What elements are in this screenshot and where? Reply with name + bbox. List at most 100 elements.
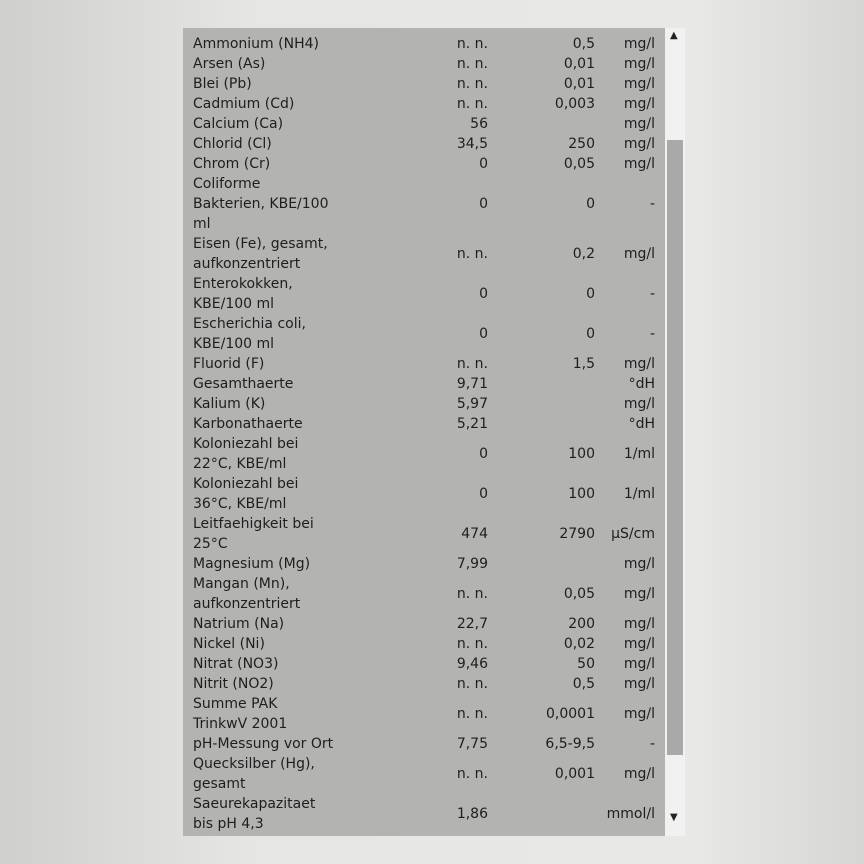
- unit: mg/l: [623, 356, 655, 372]
- unit: mg/l: [623, 706, 655, 722]
- table-row: Saeurekapazitaet bis pH 4,3 1,86 mmol/l: [183, 794, 665, 834]
- parameter: Cadmium (Cd): [193, 96, 295, 112]
- parameter: Karbonathaerte: [193, 416, 303, 432]
- unit: °dH: [628, 376, 655, 392]
- limit-value: 100: [568, 486, 595, 502]
- limit-value: 1,5: [572, 356, 595, 372]
- measured-value: n. n.: [456, 56, 488, 72]
- parameter: Enterokokken, KBE/100 ml: [193, 276, 293, 312]
- table-row: Escherichia coli, KBE/100 ml 0 0 -: [183, 314, 665, 354]
- scroll-down[interactable]: ▼: [670, 812, 678, 823]
- parameter: Calcium (Ca): [193, 116, 284, 132]
- parameter: Eisen (Fe), gesamt, aufkonzentriert: [193, 236, 328, 272]
- unit: mg/l: [623, 56, 655, 72]
- parameter: Mangan (Mn), aufkonzentriert: [193, 576, 301, 612]
- limit-value: 6,5-9,5: [545, 736, 595, 752]
- table-row: Cadmium (Cd) n. n. 0,003 mg/l: [183, 94, 665, 114]
- unit: -: [649, 196, 655, 212]
- unit: -: [649, 286, 655, 302]
- table-row: Karbonathaerte 5,21 °dH: [183, 414, 665, 434]
- unit: -: [649, 736, 655, 752]
- measured-value: n. n.: [456, 676, 488, 692]
- unit: mg/l: [623, 76, 655, 92]
- header-cell: Messwert: [443, 28, 519, 34]
- parameter: Arsen (As): [193, 56, 266, 72]
- measured-value: n. n.: [456, 586, 488, 602]
- table-row: Kalium (K) 5,97 mg/l: [183, 394, 665, 414]
- table-panel: ParameterMesswertGrenzwertEinheitAmmoniu…: [183, 28, 665, 836]
- parameter: Blei (Pb): [193, 76, 252, 92]
- table-row: Arsen (As) n. n. 0,01 mg/l: [183, 54, 665, 74]
- table-row: Enterokokken, KBE/100 ml 0 0 -: [183, 274, 665, 314]
- table-row: Blei (Pb) n. n. 0,01 mg/l: [183, 74, 665, 94]
- unit: mmol/l: [606, 806, 655, 822]
- limit-value: 100: [568, 446, 595, 462]
- parameter: Nitrat (NO3): [193, 656, 279, 672]
- parameter: Coliforme Bakterien, KBE/100 ml: [193, 176, 329, 232]
- unit: 1/ml: [623, 446, 655, 462]
- limit-value: 50: [577, 656, 595, 672]
- unit: µS/cm: [611, 526, 655, 542]
- table-row: Magnesium (Mg) 7,99 mg/l: [183, 554, 665, 574]
- measured-value: 0: [479, 326, 488, 342]
- parameter: Koloniezahl bei 36°C, KBE/ml: [193, 476, 299, 512]
- limit-value: 0,003: [554, 96, 595, 112]
- parameter: Nickel (Ni): [193, 636, 265, 652]
- unit: mg/l: [623, 246, 655, 262]
- table-row: Summe PAK TrinkwV 2001 n. n. 0,0001 mg/l: [183, 694, 665, 734]
- parameter: Nitrit (NO2): [193, 676, 274, 692]
- limit-value: 0,01: [563, 76, 595, 92]
- table-row: Koloniezahl bei 36°C, KBE/ml 0 100 1/ml: [183, 474, 665, 514]
- measured-value: 9,46: [456, 656, 488, 672]
- header-cell: Einheit: [595, 28, 665, 34]
- unit: -: [649, 326, 655, 342]
- table-row: Nitrat (NO3) 9,46 50 mg/l: [183, 654, 665, 674]
- measured-value: n. n.: [456, 36, 488, 52]
- parameter: Summe PAK TrinkwV 2001: [193, 696, 288, 732]
- unit: mg/l: [623, 96, 655, 112]
- unit: mg/l: [623, 656, 655, 672]
- unit: mg/l: [623, 616, 655, 632]
- unit: mg/l: [623, 36, 655, 52]
- parameter: Ammonium (NH4): [193, 36, 319, 52]
- limit-value: 0,01: [563, 56, 595, 72]
- limit-value: 0,001: [554, 766, 595, 782]
- scroll-up[interactable]: ▲: [670, 30, 678, 41]
- parameter: Escherichia coli, KBE/100 ml: [193, 316, 306, 352]
- limit-value: 2790: [559, 526, 595, 542]
- measured-value: 22,7: [456, 616, 488, 632]
- limit-value: 0: [586, 196, 595, 212]
- scroll-thumb[interactable]: [667, 140, 683, 755]
- parameter: Kalium (K): [193, 396, 266, 412]
- parameter: Chrom (Cr): [193, 156, 271, 172]
- measured-value: 7,99: [456, 556, 488, 572]
- measured-value: n. n.: [456, 246, 488, 262]
- table-row: Chlorid (Cl) 34,5 250 mg/l: [183, 134, 665, 154]
- measured-value: n. n.: [456, 766, 488, 782]
- measured-value: 5,97: [456, 396, 488, 412]
- unit: mg/l: [623, 586, 655, 602]
- limit-value: 0,0001: [546, 706, 595, 722]
- table-row: Chrom (Cr) 0 0,05 mg/l: [183, 154, 665, 174]
- limit-value: 250: [568, 136, 595, 152]
- limit-value: 0,5: [572, 36, 595, 52]
- measured-value: 34,5: [456, 136, 488, 152]
- measured-value: n. n.: [456, 96, 488, 112]
- header-cell: Grenzwert: [488, 28, 595, 34]
- parameter: pH-Messung vor Ort: [193, 736, 334, 752]
- unit: mg/l: [623, 636, 655, 652]
- measured-value: n. n.: [456, 636, 488, 652]
- limit-value: 0,02: [563, 636, 595, 652]
- measured-value: n. n.: [456, 356, 488, 372]
- measured-value: n. n.: [456, 706, 488, 722]
- unit: °dH: [628, 416, 655, 432]
- parameter: Fluorid (F): [193, 356, 265, 372]
- limit-value: 0,05: [563, 586, 595, 602]
- table-row: Ammonium (NH4) n. n. 0,5 mg/l: [183, 34, 665, 54]
- header-cell: Parameter: [183, 28, 443, 34]
- limit-value: 0: [586, 326, 595, 342]
- unit: mg/l: [623, 396, 655, 412]
- table-row: Gesamthaerte 9,71 °dH: [183, 374, 665, 394]
- measured-value: 1,86: [456, 806, 488, 822]
